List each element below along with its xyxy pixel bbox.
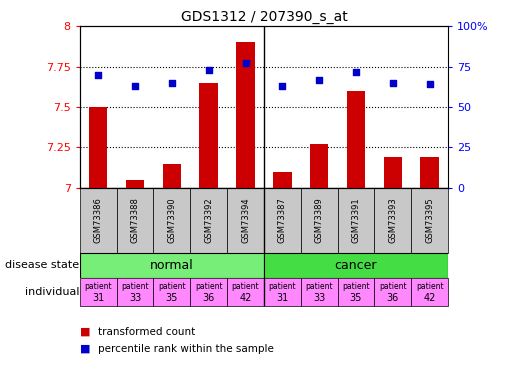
Bar bbox=[374, 188, 411, 252]
Bar bbox=[163, 164, 181, 188]
Bar bbox=[227, 188, 264, 252]
Bar bbox=[338, 188, 374, 252]
Text: 42: 42 bbox=[423, 293, 436, 303]
Bar bbox=[236, 42, 255, 188]
Bar bbox=[191, 188, 227, 252]
Point bbox=[168, 80, 176, 86]
Point bbox=[94, 72, 102, 78]
Bar bbox=[116, 278, 153, 306]
Text: percentile rank within the sample: percentile rank within the sample bbox=[98, 344, 274, 354]
Text: patient: patient bbox=[158, 282, 186, 291]
Bar bbox=[153, 278, 191, 306]
Text: ■: ■ bbox=[80, 344, 90, 354]
Bar bbox=[153, 188, 191, 252]
Point bbox=[278, 83, 286, 89]
Bar bbox=[301, 188, 338, 252]
Text: patient: patient bbox=[342, 282, 370, 291]
Point bbox=[389, 80, 397, 86]
Text: 33: 33 bbox=[129, 293, 141, 303]
Bar bbox=[264, 188, 301, 252]
Point bbox=[131, 83, 139, 89]
Text: patient: patient bbox=[195, 282, 222, 291]
Text: ■: ■ bbox=[80, 327, 90, 337]
Point bbox=[315, 76, 323, 82]
Text: patient: patient bbox=[379, 282, 407, 291]
Bar bbox=[347, 91, 365, 188]
Bar bbox=[227, 278, 264, 306]
Text: 42: 42 bbox=[239, 293, 252, 303]
Bar bbox=[310, 144, 329, 188]
Bar bbox=[80, 252, 264, 278]
Text: GSM73395: GSM73395 bbox=[425, 197, 434, 243]
Point bbox=[425, 81, 434, 87]
Text: patient: patient bbox=[416, 282, 443, 291]
Text: GSM73392: GSM73392 bbox=[204, 197, 213, 243]
Text: cancer: cancer bbox=[335, 259, 377, 272]
Bar bbox=[191, 278, 227, 306]
Text: GSM73386: GSM73386 bbox=[94, 197, 102, 243]
Bar bbox=[384, 157, 402, 188]
Bar bbox=[411, 278, 448, 306]
Text: patient: patient bbox=[232, 282, 260, 291]
Bar bbox=[80, 278, 117, 306]
Point bbox=[352, 69, 360, 75]
Text: GSM73391: GSM73391 bbox=[352, 197, 360, 243]
Bar bbox=[273, 172, 291, 188]
Bar bbox=[199, 83, 218, 188]
Text: disease state: disease state bbox=[5, 260, 79, 270]
Text: patient: patient bbox=[121, 282, 149, 291]
Point bbox=[242, 60, 250, 66]
Text: 31: 31 bbox=[276, 293, 288, 303]
Text: GSM73389: GSM73389 bbox=[315, 197, 323, 243]
Bar bbox=[411, 188, 448, 252]
Bar bbox=[338, 278, 374, 306]
Text: 36: 36 bbox=[202, 293, 215, 303]
Bar bbox=[264, 278, 301, 306]
Bar bbox=[80, 188, 117, 252]
Bar bbox=[374, 278, 411, 306]
Text: 33: 33 bbox=[313, 293, 325, 303]
Text: 36: 36 bbox=[387, 293, 399, 303]
Point bbox=[204, 67, 213, 73]
Text: 31: 31 bbox=[92, 293, 105, 303]
Bar bbox=[126, 180, 144, 188]
Text: individual: individual bbox=[25, 287, 79, 297]
Text: GSM73394: GSM73394 bbox=[241, 197, 250, 243]
Text: patient: patient bbox=[268, 282, 296, 291]
Text: GSM73387: GSM73387 bbox=[278, 197, 287, 243]
Bar bbox=[116, 188, 153, 252]
Bar bbox=[420, 157, 439, 188]
Text: 35: 35 bbox=[166, 293, 178, 303]
Text: patient: patient bbox=[305, 282, 333, 291]
Title: GDS1312 / 207390_s_at: GDS1312 / 207390_s_at bbox=[181, 10, 347, 24]
Text: normal: normal bbox=[150, 259, 194, 272]
Bar bbox=[264, 252, 448, 278]
Text: 35: 35 bbox=[350, 293, 362, 303]
Text: GSM73390: GSM73390 bbox=[167, 197, 176, 243]
Text: GSM73393: GSM73393 bbox=[388, 197, 397, 243]
Bar bbox=[301, 278, 338, 306]
Bar bbox=[89, 107, 108, 188]
Text: GSM73388: GSM73388 bbox=[131, 197, 140, 243]
Text: transformed count: transformed count bbox=[98, 327, 195, 337]
Text: patient: patient bbox=[84, 282, 112, 291]
